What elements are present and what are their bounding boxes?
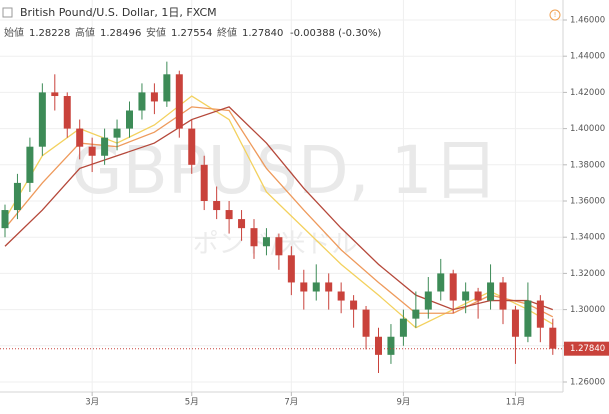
- y-tick-label: 1.40000: [570, 124, 605, 134]
- candle-body: [399, 318, 407, 337]
- y-tick-label: 1.32000: [570, 269, 605, 279]
- candle-body: [200, 164, 208, 201]
- candle-body: [325, 282, 333, 292]
- y-tick-label: 1.46000: [570, 16, 605, 26]
- candle-body: [113, 128, 121, 138]
- candle-body: [13, 182, 21, 211]
- y-tick-label: 1.36000: [570, 197, 605, 207]
- ohlc-change: -0.00388 (-0.30%): [290, 28, 381, 39]
- ohlc-value: 1.27554: [171, 28, 212, 39]
- symbol-title: British Pound/U.S. Dollar, 1日, FXCM: [20, 6, 217, 19]
- candle-body: [51, 92, 59, 97]
- candle-body: [511, 309, 519, 337]
- ohlc-name: 高値: [75, 26, 95, 39]
- candle-body: [337, 291, 345, 301]
- candle-body: [437, 273, 445, 292]
- candle-body: [312, 282, 320, 292]
- last-price-tag: [564, 341, 609, 356]
- candle-body: [150, 92, 158, 102]
- watermark-sub: ポンド/米ドル: [193, 230, 358, 260]
- candle-body: [138, 92, 146, 111]
- candle-body: [300, 282, 308, 292]
- candle-body: [275, 237, 283, 256]
- watermark: GBPUSD, 1日: [71, 132, 498, 209]
- x-tick-label: 9月: [396, 398, 410, 408]
- moving-average: [4, 95, 554, 329]
- moving-average: [4, 106, 554, 311]
- candle-body: [63, 96, 71, 129]
- candle-body: [287, 255, 295, 283]
- last-price-label: 1.27840: [570, 344, 605, 354]
- candle-body: [362, 309, 370, 337]
- candle-body: [387, 336, 395, 355]
- candle-body: [188, 128, 196, 165]
- plot: [0, 61, 563, 373]
- candle-body: [76, 128, 84, 147]
- candle-body: [225, 210, 233, 220]
- ohlc-value: 1.28228: [29, 28, 70, 39]
- expand-icon[interactable]: [2, 7, 13, 18]
- moving-average: [4, 106, 554, 318]
- x-tick-label: 5月: [185, 398, 199, 408]
- alert-icon-mark: !: [554, 11, 557, 19]
- candle-body: [238, 219, 246, 229]
- x-tick-label: 7月: [284, 398, 298, 408]
- candle-body: [487, 282, 495, 301]
- candle-body: [250, 228, 258, 247]
- axes: 1.260001.280001.300001.320001.340001.360…: [85, 16, 609, 408]
- candle-body: [1, 210, 9, 229]
- ohlc-legend: 始値 1.28228 高値 1.28496 安値 1.27554 終値 1.27840 -0.0…: [4, 26, 381, 39]
- ohlc-name: 始値: [4, 26, 24, 39]
- candle-body: [126, 110, 133, 129]
- grid: [0, 0, 563, 392]
- candle-body: [412, 309, 420, 319]
- candle-body: [536, 300, 544, 328]
- candle-body: [474, 291, 482, 301]
- candle-body: [26, 146, 34, 183]
- candle-body: [163, 74, 171, 102]
- alert-icon[interactable]: [549, 9, 561, 21]
- x-tick-label: 3月: [85, 398, 99, 408]
- candle-body: [262, 237, 270, 247]
- ohlc-value: 1.27840: [242, 28, 283, 39]
- ohlc-name: 終値: [217, 26, 237, 39]
- candle-body: [499, 282, 507, 310]
- candle-body: [375, 336, 382, 355]
- y-tick-label: 1.26000: [570, 378, 605, 388]
- candle-body: [462, 291, 470, 301]
- candle-body: [38, 92, 46, 147]
- candle-body: [549, 327, 557, 349]
- candle-body: [424, 291, 432, 310]
- candle-body: [350, 300, 358, 310]
- candle-body: [101, 137, 109, 156]
- candle-body: [88, 146, 96, 156]
- candle-body: [524, 300, 532, 337]
- candle-body: [449, 273, 457, 301]
- x-tick-label: 11月: [506, 398, 525, 408]
- candle-body: [175, 74, 183, 129]
- ohlc-value: 1.28496: [100, 28, 141, 39]
- candle-body: [213, 201, 221, 211]
- y-tick-label: 1.44000: [570, 52, 605, 62]
- y-tick-label: 1.34000: [570, 233, 605, 243]
- y-tick-label: 1.38000: [570, 160, 605, 170]
- y-tick-label: 1.42000: [570, 88, 605, 98]
- y-tick-label: 1.30000: [570, 305, 605, 315]
- ohlc-name: 安値: [146, 26, 166, 39]
